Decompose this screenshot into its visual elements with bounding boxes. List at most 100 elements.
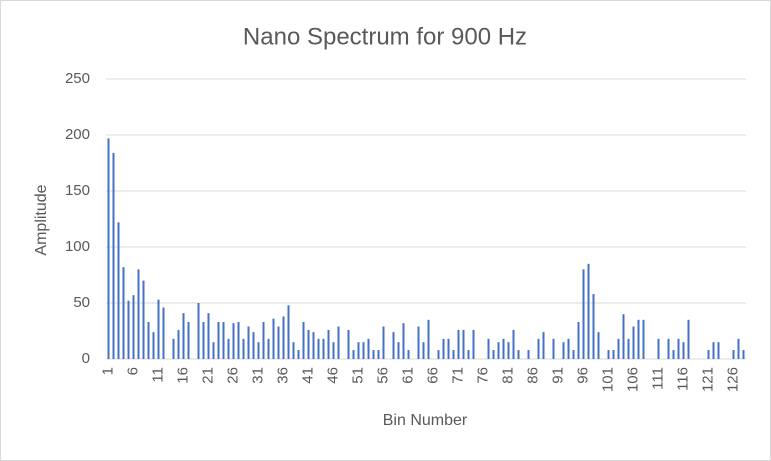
bar <box>277 326 280 359</box>
x-tick-label: 66 <box>424 367 441 384</box>
chart-title: Nano Spectrum for 900 Hz <box>243 23 527 50</box>
bar <box>622 314 625 359</box>
bar <box>362 342 365 359</box>
bar <box>297 350 300 359</box>
x-tick-label: 116 <box>674 367 691 391</box>
x-tick-label: 101 <box>599 367 616 392</box>
bar <box>127 300 130 359</box>
bar <box>542 332 545 359</box>
x-tick-label: 11 <box>149 367 166 383</box>
bar <box>142 280 145 359</box>
bar <box>417 326 420 359</box>
bar <box>457 329 460 359</box>
x-tick-label: 26 <box>224 367 241 384</box>
bar <box>632 326 635 359</box>
bar <box>687 319 690 359</box>
x-tick-label: 106 <box>624 367 641 392</box>
bar <box>182 313 185 359</box>
bar <box>157 299 160 359</box>
bar <box>112 152 115 359</box>
bar <box>517 350 520 359</box>
bar <box>577 322 580 359</box>
bar <box>572 350 575 359</box>
bar <box>717 342 720 359</box>
bar <box>552 338 555 359</box>
bar <box>252 332 255 359</box>
bar <box>707 350 710 359</box>
bar <box>207 313 210 359</box>
bar <box>672 350 675 359</box>
bar <box>712 342 715 359</box>
bar <box>537 338 540 359</box>
x-tick-label: 111 <box>649 367 666 390</box>
bar <box>337 326 340 359</box>
bar <box>582 269 585 359</box>
bar <box>312 332 315 359</box>
bar <box>307 329 310 359</box>
bar <box>302 322 305 359</box>
bar <box>407 350 410 359</box>
x-tick-label: 91 <box>549 367 566 384</box>
x-tick-label: 51 <box>349 367 366 384</box>
bar <box>357 342 360 359</box>
bar <box>682 342 685 359</box>
bar <box>527 350 530 359</box>
bar <box>492 350 495 359</box>
bar <box>247 326 250 359</box>
x-tick-label: 6 <box>124 367 141 375</box>
bar <box>172 338 175 359</box>
x-tick-label: 1 <box>99 367 116 375</box>
bar <box>332 342 335 359</box>
bar <box>132 295 135 359</box>
x-tick-label: 61 <box>399 367 416 384</box>
bar <box>382 326 385 359</box>
bar <box>122 267 125 359</box>
bar <box>202 322 205 359</box>
y-tick-label: 0 <box>82 350 90 367</box>
bar <box>447 338 450 359</box>
bar <box>472 329 475 359</box>
x-tick-label: 86 <box>524 367 541 384</box>
bar <box>392 332 395 359</box>
x-tick-label: 56 <box>374 367 391 384</box>
bar <box>437 350 440 359</box>
bar <box>117 222 120 359</box>
x-tick-label: 121 <box>699 367 716 392</box>
bar <box>352 350 355 359</box>
bar <box>282 316 285 359</box>
bar <box>212 342 215 359</box>
bar <box>737 338 740 359</box>
bar <box>107 138 110 359</box>
bar <box>612 350 615 359</box>
bar <box>347 329 350 359</box>
bar <box>232 323 235 359</box>
bar <box>147 322 150 359</box>
y-axis-label: Amplitude <box>33 184 50 255</box>
bar <box>267 338 270 359</box>
x-tick-label: 41 <box>299 367 316 384</box>
bar <box>327 329 330 359</box>
bar <box>732 350 735 359</box>
bar <box>512 329 515 359</box>
bar <box>367 338 370 359</box>
bar <box>427 319 430 359</box>
bar <box>497 342 500 359</box>
bar <box>372 350 375 359</box>
x-tick-label: 81 <box>499 367 516 384</box>
bar <box>627 338 630 359</box>
bar <box>237 322 240 359</box>
x-tick-label: 16 <box>174 367 191 384</box>
y-tick-label: 200 <box>65 126 90 143</box>
bar <box>152 332 155 359</box>
bar <box>217 322 220 359</box>
bar <box>197 303 200 359</box>
y-tick-label: 50 <box>73 294 90 311</box>
bar <box>597 332 600 359</box>
x-tick-label: 31 <box>249 367 266 384</box>
bar <box>272 318 275 359</box>
bar <box>607 350 610 359</box>
bar <box>442 338 445 359</box>
bar <box>562 342 565 359</box>
